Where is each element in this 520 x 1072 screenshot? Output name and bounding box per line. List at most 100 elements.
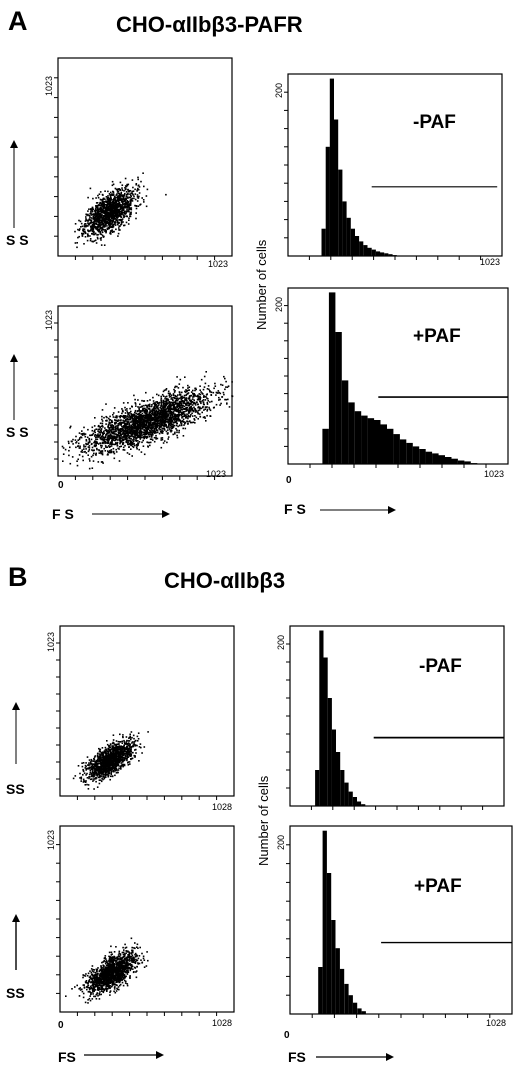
scatter-point — [100, 773, 103, 775]
scatter-point — [105, 438, 108, 441]
scatter-point — [103, 755, 106, 758]
scatter-point — [102, 433, 104, 436]
scatter-point — [187, 392, 190, 394]
scatter-point — [125, 741, 128, 743]
scatter-point — [92, 460, 95, 462]
scatter-point — [103, 438, 105, 440]
scatter-point — [78, 219, 80, 222]
scatter-point — [201, 411, 203, 414]
scatter-point — [96, 228, 98, 231]
scatter-point — [165, 430, 168, 433]
scatter-point — [130, 753, 132, 755]
scatter-point — [162, 409, 165, 411]
scatter-point — [225, 380, 227, 383]
scatter-point — [127, 223, 130, 225]
scatter-point — [95, 774, 98, 776]
scatter-point — [94, 435, 96, 437]
scatter-point — [156, 417, 159, 420]
hist-bar — [363, 245, 368, 256]
hist-bar — [329, 78, 334, 256]
scatter-point — [122, 435, 125, 438]
scatter-point — [146, 413, 149, 416]
scatter-point — [118, 438, 121, 440]
scatter-point — [109, 436, 112, 439]
scatter-point — [99, 442, 102, 445]
scatter-point — [118, 446, 121, 448]
scatter-point — [124, 428, 127, 430]
scatter-point — [171, 411, 173, 414]
scatter-point — [129, 752, 131, 755]
scatter-point — [187, 401, 190, 404]
scatter-point — [131, 426, 133, 429]
scatter-point — [139, 438, 142, 440]
scatter-point — [103, 432, 105, 434]
scatter-point — [148, 404, 150, 407]
scatter-point — [125, 755, 127, 757]
scatter-point — [77, 439, 79, 441]
scatter-point — [181, 413, 183, 415]
scatter-point — [153, 440, 156, 443]
scatter-point — [122, 197, 125, 199]
scatter-point — [128, 421, 130, 423]
scatter-point — [188, 411, 191, 413]
scatter-point — [131, 405, 133, 408]
scatter-point — [164, 420, 166, 422]
scatter-point — [104, 221, 107, 224]
scatter-point — [122, 438, 125, 441]
scatter-point — [221, 396, 224, 398]
scatter-point — [107, 751, 110, 754]
scatter-a-plus-xmax-label: 1023 — [206, 469, 226, 479]
scatter-point — [134, 198, 137, 201]
scatter-point — [99, 233, 102, 235]
scatter-point — [173, 401, 175, 403]
scatter-point — [91, 240, 93, 243]
scatter-point — [115, 772, 118, 774]
scatter-point — [141, 422, 144, 424]
scatter-point — [128, 412, 130, 414]
scatter-point — [107, 196, 110, 199]
scatter-point — [176, 406, 179, 409]
scatter-point — [225, 386, 227, 388]
scatter-point — [190, 421, 192, 424]
scatter-point — [88, 467, 91, 470]
scatter-point — [88, 208, 90, 210]
scatter-point — [117, 200, 120, 202]
scatter-point — [131, 443, 133, 445]
scatter-point — [76, 464, 79, 467]
scatter-point — [81, 234, 84, 237]
scatter-point — [131, 736, 133, 739]
scatter-point — [176, 418, 179, 420]
scatter-point — [163, 389, 166, 392]
scatter-point — [94, 431, 96, 434]
scatter-point — [114, 204, 117, 206]
scatter-point — [143, 453, 146, 456]
scatter-point — [112, 223, 115, 226]
scatter-point — [206, 408, 209, 411]
scatter-point — [185, 394, 187, 397]
scatter-point — [154, 426, 157, 429]
scatter-point — [188, 412, 190, 414]
scatter-point — [115, 208, 117, 211]
scatter-point — [105, 196, 108, 198]
scatter-point — [120, 204, 122, 206]
scatter-point — [111, 419, 113, 422]
scatter-point — [152, 430, 154, 432]
scatter-point — [124, 200, 127, 202]
scatter-point — [116, 220, 119, 222]
scatter-point — [124, 204, 126, 206]
scatter-point — [210, 391, 213, 393]
scatter-point — [120, 762, 122, 764]
scatter-point — [128, 210, 130, 213]
scatter-point — [171, 421, 174, 423]
scatter-point — [156, 411, 159, 413]
scatter-point — [126, 418, 128, 421]
scatter-point — [111, 424, 113, 426]
scatter-point — [131, 428, 134, 430]
scatter-point — [150, 410, 152, 412]
scatter-point — [153, 431, 155, 433]
scatter-point — [203, 386, 206, 388]
scatter-point — [190, 394, 192, 397]
scatter-point — [193, 418, 195, 420]
scatter-point — [123, 430, 126, 432]
scatter-point — [109, 435, 111, 438]
